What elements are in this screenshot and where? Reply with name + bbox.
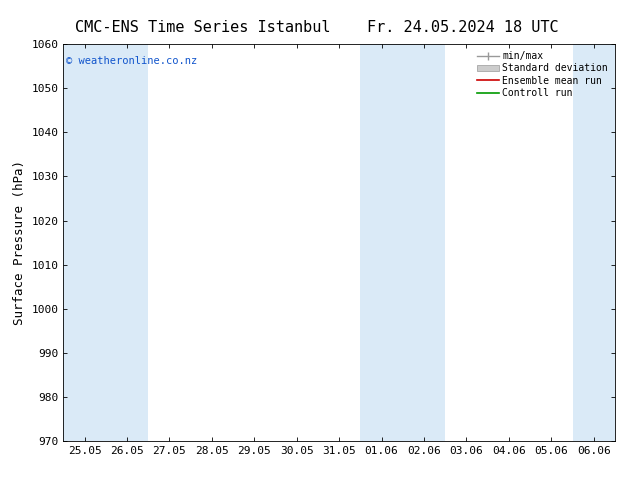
Bar xyxy=(360,44,403,441)
Text: © weatheronline.co.nz: © weatheronline.co.nz xyxy=(66,56,197,66)
Y-axis label: Surface Pressure (hPa): Surface Pressure (hPa) xyxy=(13,160,26,325)
Legend: min/max, Standard deviation, Ensemble mean run, Controll run: min/max, Standard deviation, Ensemble me… xyxy=(476,49,610,100)
Bar xyxy=(573,44,615,441)
Bar xyxy=(403,44,445,441)
Text: CMC-ENS Time Series Istanbul    Fr. 24.05.2024 18 UTC: CMC-ENS Time Series Istanbul Fr. 24.05.2… xyxy=(75,20,559,35)
Bar xyxy=(106,44,148,441)
Bar xyxy=(63,44,106,441)
